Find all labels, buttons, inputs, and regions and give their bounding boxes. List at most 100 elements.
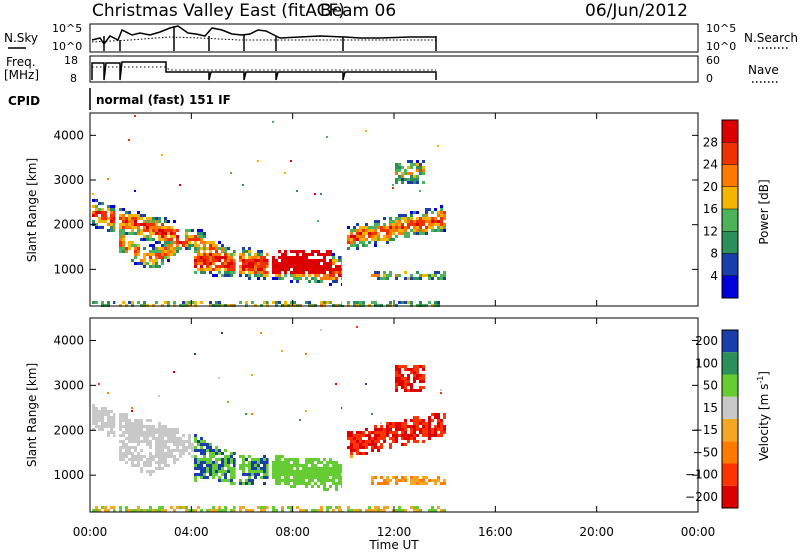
heatmap-cell xyxy=(437,271,440,274)
heatmap-cell xyxy=(392,431,395,434)
heatmap-cell xyxy=(215,250,218,253)
heatmap-cell xyxy=(179,452,182,455)
heatmap-cell xyxy=(158,250,161,253)
heatmap-cell xyxy=(149,235,152,238)
heatmap-cell xyxy=(140,428,143,431)
heatmap-cell xyxy=(383,431,386,434)
heatmap-cell xyxy=(281,509,284,512)
heatmap-cell xyxy=(164,238,167,241)
heatmap-cell xyxy=(323,470,326,473)
heatmap-cell xyxy=(335,277,338,280)
heatmap-cell xyxy=(155,467,158,470)
heatmap-cell xyxy=(197,229,200,232)
heatmap-cell xyxy=(434,479,437,482)
heatmap-cell xyxy=(194,250,197,253)
heatmap-cell xyxy=(410,220,413,223)
heatmap-cell xyxy=(317,250,320,253)
heatmap-cell xyxy=(179,184,181,186)
heatmap-cell xyxy=(395,163,398,166)
heatmap-cell xyxy=(260,268,263,271)
heatmap-cell xyxy=(134,253,137,256)
heatmap-cell xyxy=(371,449,374,452)
heatmap-cell xyxy=(401,175,404,178)
heatmap-cell xyxy=(440,425,443,428)
heatmap-cell xyxy=(164,301,167,304)
heatmap-cell xyxy=(155,256,158,259)
heatmap-cell xyxy=(329,458,332,461)
heatmap-cell xyxy=(308,473,311,476)
heatmap-cell xyxy=(299,259,302,262)
heatmap-cell xyxy=(191,235,194,238)
heatmap-cell xyxy=(221,464,224,467)
heatmap-cell xyxy=(152,247,155,250)
heatmap-cell xyxy=(398,509,401,512)
heatmap-cell xyxy=(371,437,374,440)
heatmap-cell xyxy=(356,247,359,250)
heatmap-cell xyxy=(119,244,122,247)
heatmap-cell xyxy=(164,425,167,428)
heatmap-cell xyxy=(209,458,212,461)
heatmap-cell xyxy=(443,277,446,280)
heatmap-cell xyxy=(395,374,398,377)
heatmap-cell xyxy=(314,274,317,277)
heatmap-cell xyxy=(143,256,146,259)
heatmap-cell xyxy=(221,467,224,470)
heatmap-cell xyxy=(104,410,107,413)
heatmap-cell xyxy=(233,509,236,512)
heatmap-cell xyxy=(161,467,164,470)
heatmap-cell xyxy=(395,437,398,440)
nsearch-trace xyxy=(91,36,436,43)
heatmap-cell xyxy=(227,401,229,403)
heatmap-cell xyxy=(416,232,419,235)
heatmap-cell xyxy=(221,473,224,476)
heatmap-cell xyxy=(374,509,377,512)
heatmap-cell xyxy=(332,461,335,464)
heatmap-cell xyxy=(230,265,233,268)
heatmap-cell xyxy=(353,449,356,452)
heatmap-cell xyxy=(413,425,416,428)
heatmap-cell xyxy=(203,256,206,259)
heatmap-cell xyxy=(308,262,311,265)
heatmap-cell xyxy=(176,247,179,250)
heatmap-cell xyxy=(401,425,404,428)
heatmap-cell xyxy=(188,238,191,241)
heatmap-cell xyxy=(212,464,215,467)
heatmap-cell xyxy=(125,413,128,416)
heatmap-cell xyxy=(134,455,137,458)
heatmap-cell xyxy=(431,220,434,223)
heatmap-cell xyxy=(134,220,137,223)
heatmap-cell xyxy=(311,268,314,271)
heatmap-cell xyxy=(137,247,140,250)
heatmap-cell xyxy=(374,446,377,449)
heatmap-cell xyxy=(176,244,179,247)
heatmap-cell xyxy=(392,434,395,437)
heatmap-cell xyxy=(230,172,232,174)
heatmap-cell xyxy=(203,452,206,455)
heatmap-cell xyxy=(134,190,136,192)
heatmap-cell xyxy=(122,241,125,244)
heatmap-cell xyxy=(305,473,308,476)
heatmap-cell xyxy=(263,470,266,473)
heatmap-cell xyxy=(341,407,343,409)
heatmap-cell xyxy=(125,506,128,509)
nsky-tick-top: 10^5 xyxy=(52,22,82,35)
heatmap-cell xyxy=(155,437,158,440)
heatmap-cell xyxy=(329,262,332,265)
heatmap-cell xyxy=(374,301,377,304)
heatmap-cell xyxy=(149,250,152,253)
heatmap-cell xyxy=(185,446,188,449)
heatmap-cell xyxy=(110,425,113,428)
heatmap-cell xyxy=(146,220,149,223)
heatmap-cell xyxy=(167,247,170,250)
heatmap-cell xyxy=(362,232,365,235)
heatmap-cell xyxy=(233,464,236,467)
ytick-label: 3000 xyxy=(53,378,84,392)
heatmap-cell xyxy=(260,461,263,464)
heatmap-cell xyxy=(188,235,191,238)
colorbar-swatch xyxy=(722,253,738,276)
heatmap-cell xyxy=(359,446,362,449)
heatmap-cell xyxy=(323,256,326,259)
heatmap-cell xyxy=(395,425,398,428)
heatmap-cell xyxy=(254,259,257,262)
heatmap-cell xyxy=(257,256,260,259)
